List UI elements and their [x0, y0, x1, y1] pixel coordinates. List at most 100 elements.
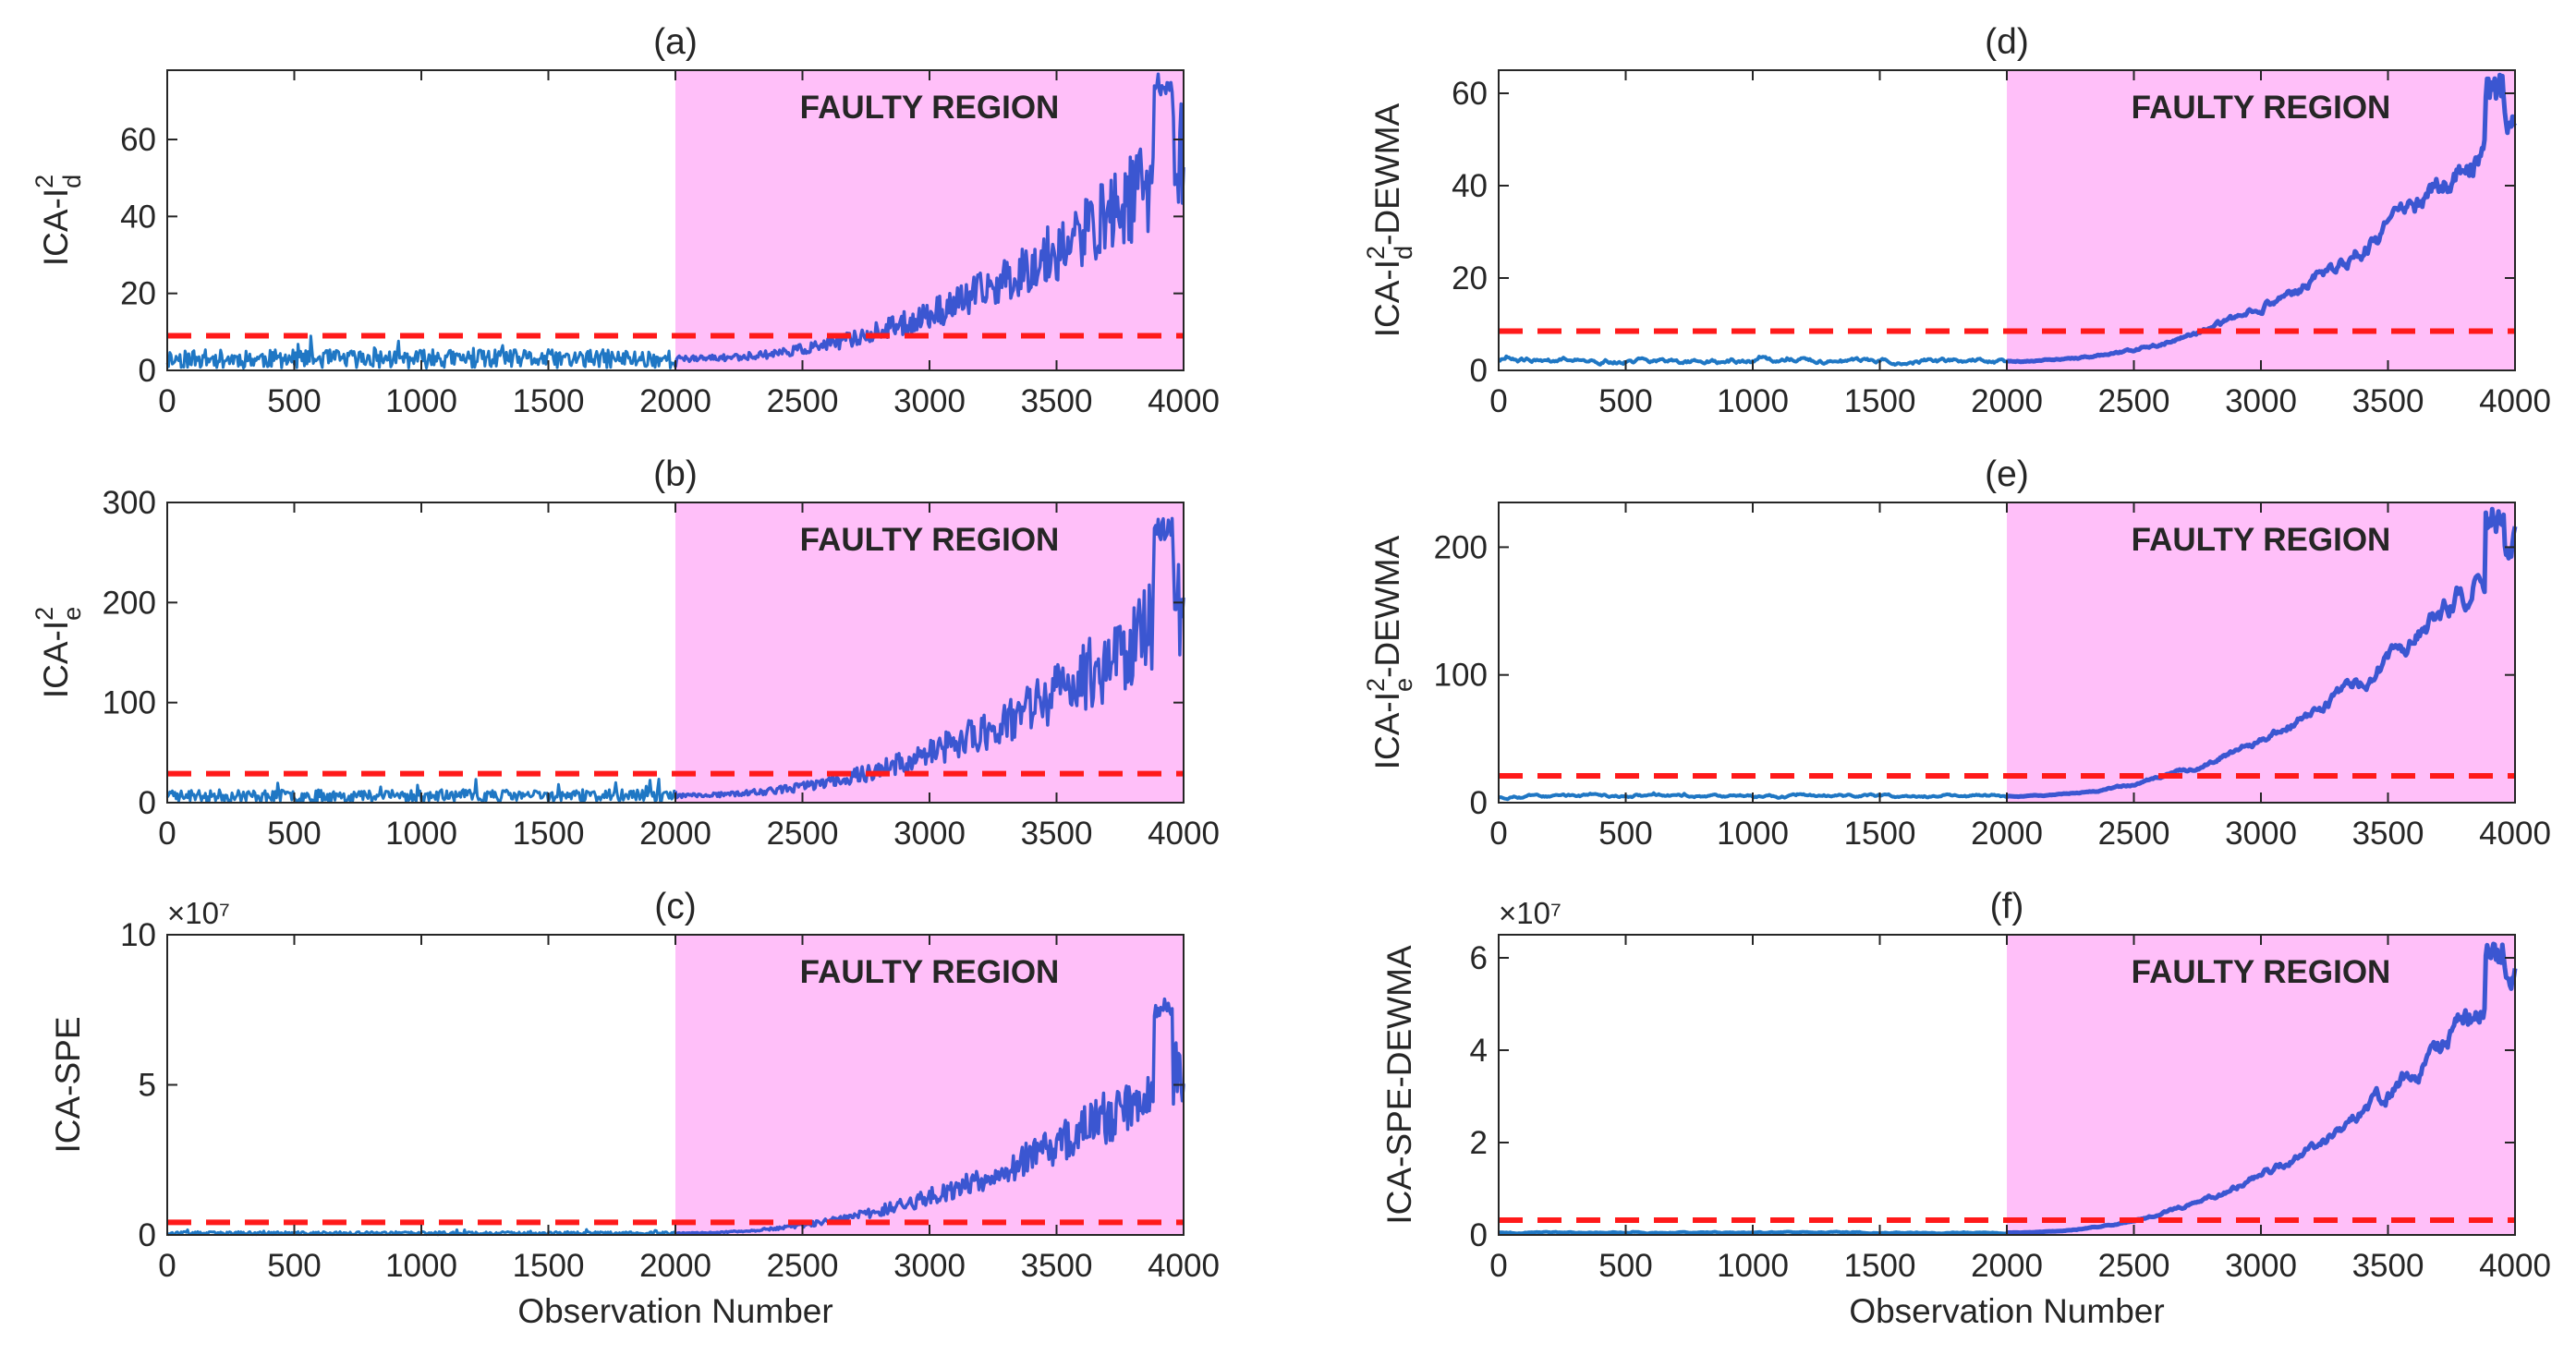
y-tick-label-a: 20: [120, 276, 156, 312]
x-tick-label-d: 3500: [2352, 383, 2424, 419]
panel-title-f: (f): [1990, 887, 2024, 926]
x-tick-label-d: 1000: [1717, 383, 1789, 419]
faulty-region-label-a: FAULTY REGION: [800, 90, 1060, 126]
x-axis-label-f: Observation Number: [1849, 1292, 2164, 1330]
x-tick-label-c: 0: [158, 1248, 176, 1284]
faulty-region-f: [2007, 935, 2515, 1235]
panel-title-a: (a): [653, 22, 698, 62]
x-tick-label-e: 3500: [2352, 816, 2424, 852]
faulty-region-label-c: FAULTY REGION: [800, 954, 1060, 990]
y-tick-label-b: 0: [139, 785, 156, 821]
exponent-label-f: ×10⁷: [1499, 896, 1561, 930]
faulty-series-f: [2005, 941, 2518, 1236]
y-axis-label-sup-b: 2: [30, 607, 58, 621]
y-axis-label-sup-e: 2: [1362, 678, 1390, 692]
x-tick-label-a: 3000: [893, 383, 966, 419]
x-tick-label-e: 500: [1598, 816, 1652, 852]
x-tick-label-f: 3500: [2352, 1248, 2424, 1284]
y-axis-label-sub-d: d: [1390, 246, 1417, 260]
x-tick-label-f: 1000: [1717, 1248, 1789, 1284]
y-tick-label-d: 0: [1470, 353, 1488, 389]
y-tick-label-c: 5: [139, 1068, 156, 1104]
panel-c: 0 500 1000 1500 2000 2500 3000 3500 4000 0 5 10 ×10⁷…: [49, 887, 1220, 1330]
faulty-region-label-b: FAULTY REGION: [800, 522, 1060, 558]
x-tick-label-b: 500: [267, 816, 321, 852]
x-tick-label-a: 1500: [513, 383, 585, 419]
x-tick-label-b: 3500: [1021, 816, 1093, 852]
faulty-region-label-e: FAULTY REGION: [2132, 522, 2391, 558]
y-tick-label-e: 0: [1470, 785, 1488, 821]
y-tick-label-c: 0: [139, 1217, 156, 1253]
x-tick-label-a: 2000: [639, 383, 711, 419]
x-tick-label-f: 500: [1598, 1248, 1652, 1284]
x-tick-label-a: 2500: [767, 383, 839, 419]
x-tick-label-f: 2500: [2098, 1248, 2170, 1284]
faulty-series-b: [674, 516, 1185, 800]
faulty-region-d: [2007, 70, 2515, 370]
y-tick-label-b: 300: [103, 485, 156, 521]
y-tick-label-f: 6: [1470, 940, 1488, 976]
y-tick-label-d: 60: [1452, 76, 1488, 112]
panel-e: 0 500 1000 1500 2000 2500 3000 3500 4000 0 100 200 (…: [1362, 454, 2551, 852]
x-tick-label-a: 500: [267, 383, 321, 419]
x-tick-label-c: 3000: [893, 1248, 966, 1284]
faulty-series-c: [674, 997, 1185, 1236]
faulty-series-a: [674, 72, 1185, 368]
panel-title-c: (c): [654, 887, 696, 926]
x-tick-label-d: 500: [1598, 383, 1652, 419]
x-tick-label-d: 3000: [2225, 383, 2297, 419]
y-axis-label-sub-e: e: [1390, 678, 1417, 692]
y-axis-label-main-c: ICA-SPE: [49, 1016, 87, 1153]
y-tick-label-a: 0: [139, 353, 156, 389]
x-tick-label-b: 1000: [385, 816, 457, 852]
x-tick-label-a: 0: [158, 383, 176, 419]
x-tick-label-e: 2500: [2098, 816, 2170, 852]
y-axis-label-a: ICA-I2d: [30, 175, 86, 266]
y-axis-label-suffix-e: -DEWMA: [1368, 535, 1406, 677]
panel-f: 0 500 1000 1500 2000 2500 3000 3500 4000 0 2 4 6 ×10⁷…: [1380, 887, 2551, 1330]
y-axis-label-suffix-d: -DEWMA: [1368, 103, 1406, 245]
y-tick-label-b: 100: [103, 685, 156, 721]
exponent-label-c: ×10⁷: [167, 896, 230, 930]
x-tick-label-f: 1500: [1844, 1248, 1916, 1284]
panel-title-b: (b): [653, 454, 698, 494]
x-tick-label-a: 3500: [1021, 383, 1093, 419]
x-tick-label-e: 1500: [1844, 816, 1916, 852]
y-tick-label-f: 4: [1470, 1033, 1488, 1069]
x-tick-label-b: 3000: [893, 816, 966, 852]
y-axis-label-main-d: ICA-I: [1368, 260, 1406, 337]
y-tick-label-a: 60: [120, 122, 156, 158]
y-axis-label-main-a: ICA-I: [37, 188, 75, 266]
x-tick-label-c: 500: [267, 1248, 321, 1284]
y-axis-label-main-f: ICA-SPE-DEWMA: [1380, 945, 1418, 1225]
y-axis-label-d: ICA-I2d-DEWMA: [1362, 103, 1417, 337]
x-tick-label-d: 1500: [1844, 383, 1916, 419]
faulty-region-e: [2007, 502, 2515, 803]
y-axis-label-b: ICA-I2e: [30, 607, 86, 698]
panel-title-d: (d): [1985, 22, 2029, 62]
x-tick-label-f: 4000: [2479, 1248, 2551, 1284]
x-tick-label-f: 0: [1489, 1248, 1507, 1284]
faulty-series-d: [2005, 72, 2517, 365]
y-tick-label-d: 40: [1452, 168, 1488, 204]
y-tick-label-f: 0: [1470, 1217, 1488, 1253]
y-tick-label-c: 10: [120, 917, 156, 953]
x-tick-label-f: 3000: [2225, 1248, 2297, 1284]
y-tick-label-b: 200: [103, 585, 156, 621]
y-axis-label-sub-b: e: [58, 607, 86, 621]
x-tick-label-e: 0: [1489, 816, 1507, 852]
x-tick-label-c: 2500: [767, 1248, 839, 1284]
x-tick-label-c: 4000: [1148, 1248, 1220, 1284]
x-tick-label-e: 4000: [2479, 816, 2551, 852]
faulty-series-e: [2005, 506, 2518, 800]
panel-b: 0 500 1000 1500 2000 2500 3000 3500 4000 0 100 200 3…: [30, 454, 1220, 852]
x-tick-label-f: 2000: [1971, 1248, 2043, 1284]
panel-a: 0 500 1000 1500 2000 2500 3000 3500 4000 0 20 40 60 (…: [30, 22, 1220, 419]
y-axis-label-main-e: ICA-I: [1368, 692, 1406, 769]
y-axis-label-main-b: ICA-I: [37, 621, 75, 698]
panel-title-e: (e): [1985, 454, 2029, 494]
x-tick-label-c: 1000: [385, 1248, 457, 1284]
x-axis-label-c: Observation Number: [517, 1292, 832, 1330]
x-tick-label-c: 1500: [513, 1248, 585, 1284]
